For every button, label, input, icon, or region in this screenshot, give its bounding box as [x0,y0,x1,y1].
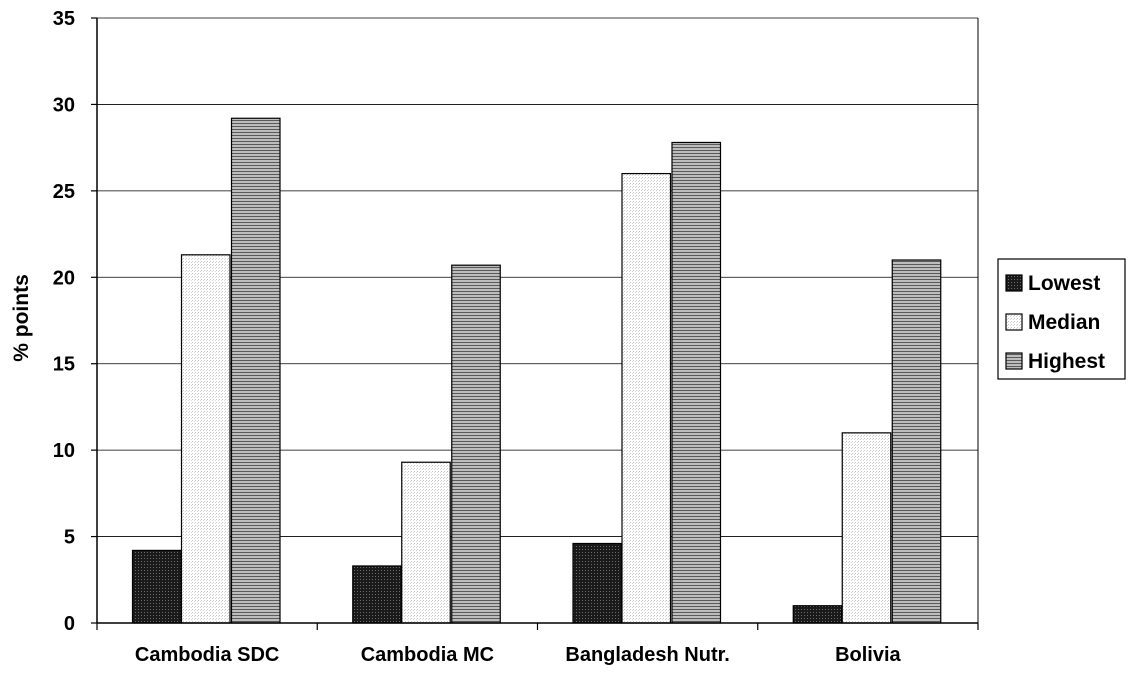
bar-median [180,254,231,624]
bar-lowest [131,549,182,624]
y-tick-label: 30 [53,94,75,116]
x-category-label: Bangladesh Nutr. [565,644,729,666]
y-axis-title: % points [10,274,33,362]
bars [131,117,942,624]
y-tick-label: 10 [53,440,75,462]
x-labels: Cambodia SDC Cambodia MC Bangladesh Nutr. B… [96,623,979,666]
bar-highest [230,117,281,624]
y-tick-label: 25 [53,181,75,203]
legend-swatch-median [1005,313,1023,331]
legend-label-lowest: Lowest [1028,272,1100,295]
bar-lowest [572,542,623,624]
bar-median [621,172,672,624]
bar-lowest [352,565,402,624]
legend-swatch-lowest [1005,274,1023,292]
bar-median [401,461,451,624]
x-category-label: Cambodia SDC [135,644,279,666]
legend-label-highest: Highest [1028,350,1105,373]
bar-highest [671,141,722,624]
bar-median [841,432,892,624]
legend-label-median: Median [1028,311,1100,334]
bar-highest [891,259,942,624]
bar-highest [451,264,501,624]
y-tick-label: 20 [53,267,75,289]
y-tick-label: 5 [64,527,75,549]
bar-lowest [792,605,843,624]
legend: Lowest Median Highest [997,258,1126,380]
y-ticks: 0 5 10 15 20 25 30 35 [53,8,97,635]
legend-swatch-highest [1005,352,1023,370]
y-tick-label: 35 [53,8,75,30]
x-category-label: Bolivia [835,644,901,666]
y-tick-label: 15 [53,354,75,376]
y-tick-label: 0 [64,613,75,635]
x-category-label: Cambodia MC [361,644,494,666]
